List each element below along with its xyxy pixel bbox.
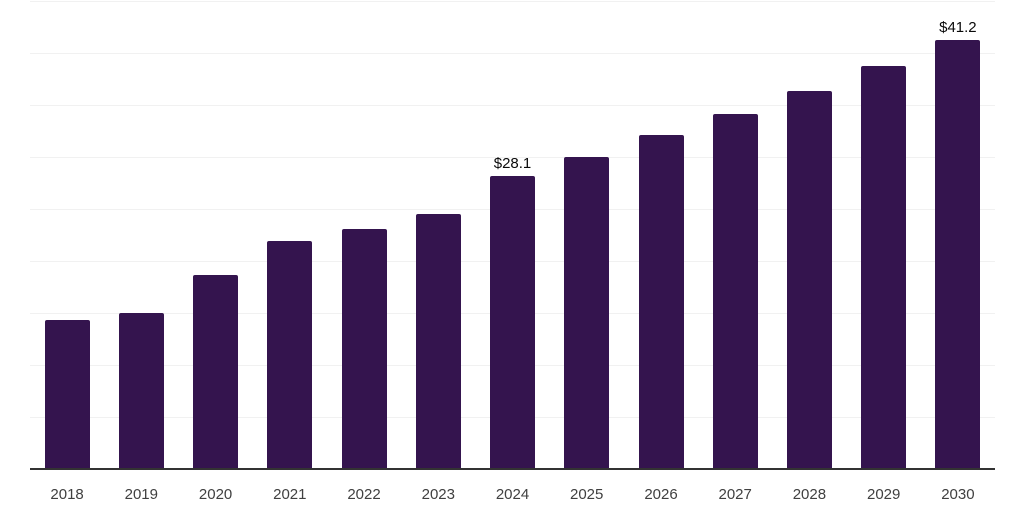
bar-2024	[490, 176, 535, 469]
bar-2028	[786, 91, 832, 469]
bar-2023	[415, 213, 461, 469]
x-tick-label-2022: 2022	[347, 486, 381, 503]
x-tick-label-2029: 2029	[867, 486, 901, 503]
gridline-y-45	[30, 0, 995, 2]
x-tick-label-2018: 2018	[50, 486, 84, 503]
bar-2030	[935, 40, 981, 469]
bar-2027	[712, 114, 758, 469]
gridline-y-40	[30, 52, 995, 54]
data-label-2024: $28.1	[493, 155, 532, 173]
x-tick-label-2025: 2025	[570, 486, 604, 503]
bar-2020	[193, 275, 239, 469]
bar-2026	[638, 134, 684, 469]
gridline-y-30	[30, 156, 995, 158]
bar-2018	[44, 320, 90, 469]
x-tick-label-2028: 2028	[792, 486, 827, 503]
x-tick-label-2024: 2024	[495, 486, 530, 503]
bar-2019	[118, 312, 164, 469]
x-tick-label-2021: 2021	[273, 486, 307, 503]
x-tick-label-2026: 2026	[644, 486, 678, 503]
bar-2029	[861, 66, 907, 469]
data-label-2030: $41.2	[939, 19, 977, 37]
x-tick-label-2027: 2027	[718, 486, 752, 503]
gridline-y-35	[30, 104, 995, 106]
x-tick-label-2030: 2030	[941, 486, 975, 503]
bar-2021	[267, 241, 313, 469]
bar-2025	[564, 156, 610, 469]
x-tick-label-2019: 2019	[124, 486, 158, 503]
x-tick-label-2020: 2020	[198, 486, 233, 503]
bar-2022	[341, 228, 387, 469]
x-tick-label-2023: 2023	[421, 486, 455, 503]
x-axis-line	[30, 468, 995, 470]
